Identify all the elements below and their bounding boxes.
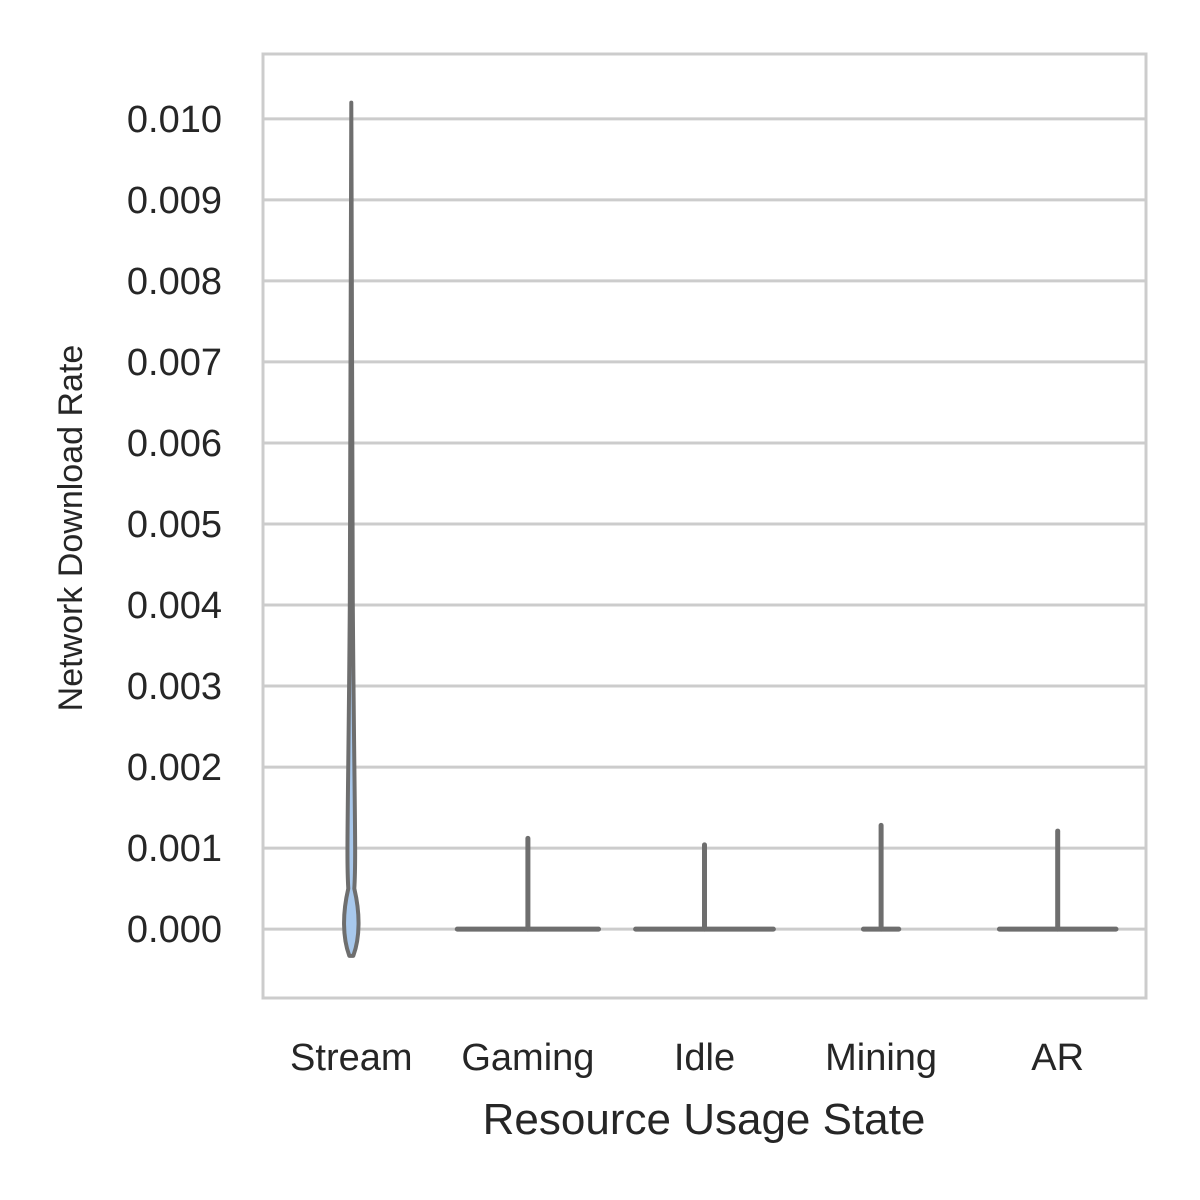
y-tick-label: 0.004 [127, 585, 222, 627]
violin-ar [996, 828, 1119, 932]
x-tick-label: Idle [674, 1037, 735, 1079]
plot-frame [261, 52, 1148, 1000]
y-tick-label: 0.008 [127, 261, 222, 303]
violin-mining [860, 822, 902, 932]
y-tick-label: 0.010 [127, 99, 222, 141]
y-tick-label: 0.005 [127, 504, 222, 546]
y-tick-label: 0.001 [127, 828, 222, 870]
y-tick-label: 0.009 [127, 180, 222, 222]
y-tick-labels: 0.000 0.001 0.002 0.003 0.004 0.005 0.006 0.007… [127, 99, 222, 951]
violin-idle [633, 842, 776, 932]
x-tick-label: Stream [290, 1037, 412, 1079]
y-tick-label: 0.007 [127, 342, 222, 384]
y-axis-label: Network Download Rate [52, 345, 90, 712]
violin-stream [342, 100, 361, 958]
y-tick-label: 0.006 [127, 423, 222, 465]
y-tick-label: 0.003 [127, 666, 222, 708]
x-tick-label: Mining [825, 1037, 937, 1079]
x-tick-label: AR [1031, 1037, 1084, 1079]
y-tick-label: 0.002 [127, 747, 222, 789]
violin-layer [342, 100, 1119, 958]
x-tick-label: Gaming [461, 1037, 594, 1079]
y-tick-label: 0.000 [127, 909, 222, 951]
x-axis-label: Resource Usage State [483, 1095, 926, 1144]
grid-layer [263, 117, 1146, 931]
x-tick-labels: Stream Gaming Idle Mining AR [290, 1037, 1084, 1079]
violin-gaming [454, 835, 602, 932]
violin-body [342, 100, 361, 958]
